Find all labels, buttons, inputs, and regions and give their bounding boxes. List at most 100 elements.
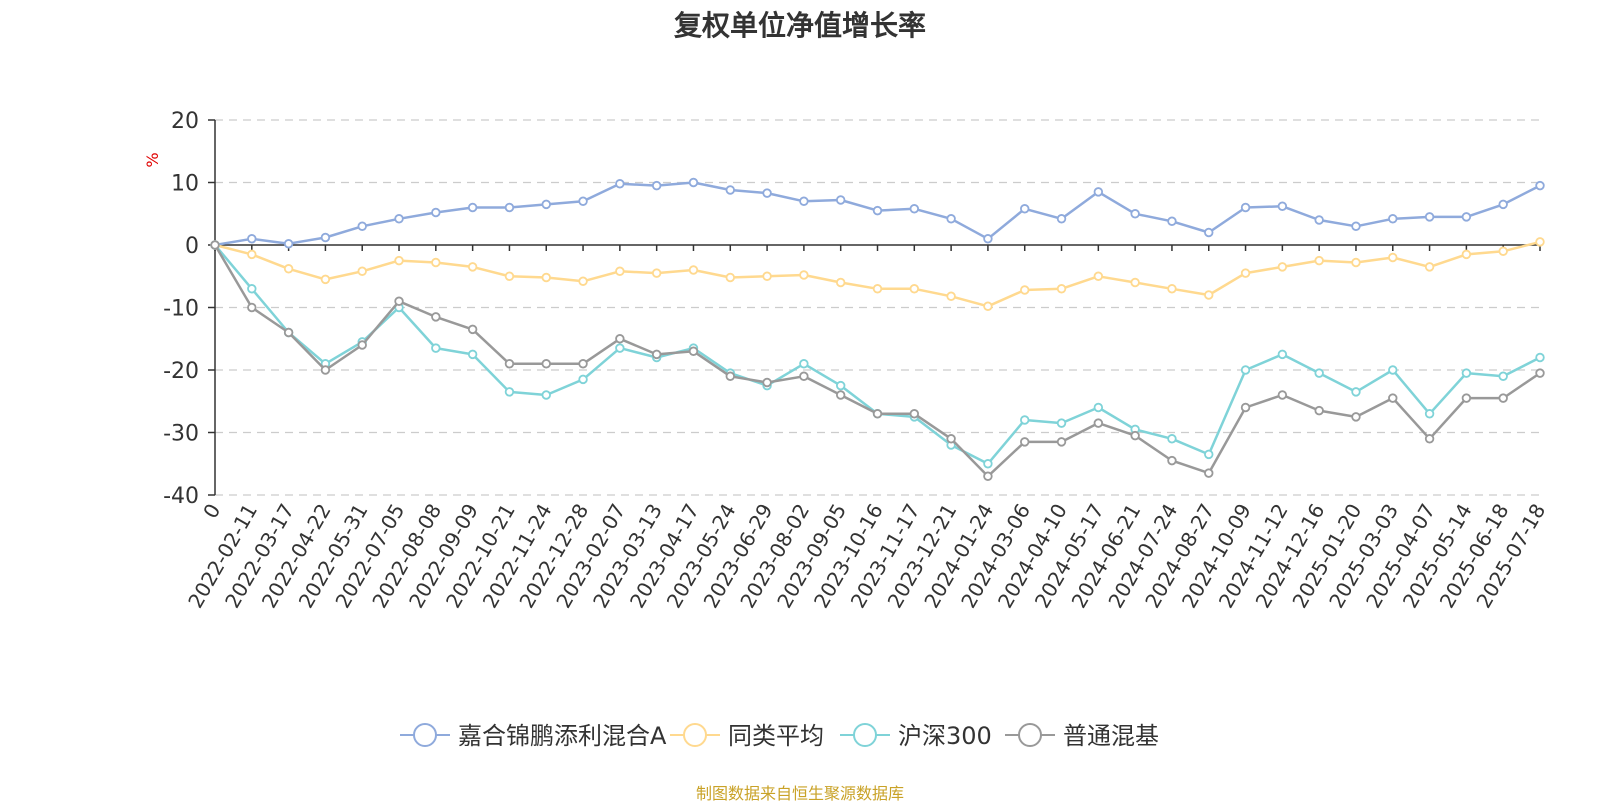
data-point bbox=[688, 346, 699, 356]
data-point bbox=[688, 177, 699, 188]
data-point bbox=[431, 207, 441, 218]
source-note: 制图数据来自恒生聚源数据库 bbox=[695, 784, 904, 803]
data-point bbox=[1498, 371, 1508, 381]
data-point bbox=[835, 277, 846, 288]
data-point bbox=[1240, 402, 1251, 413]
data-point bbox=[762, 271, 772, 281]
data-point bbox=[1535, 237, 1545, 247]
data-point bbox=[1130, 277, 1140, 288]
legend-label: 同类平均 bbox=[728, 722, 824, 750]
data-point bbox=[1461, 249, 1472, 260]
chart-title: 复权单位净值增长率 bbox=[673, 9, 926, 42]
data-point bbox=[615, 343, 625, 353]
legend-marker bbox=[1018, 723, 1042, 747]
data-point bbox=[1204, 449, 1214, 460]
data-point bbox=[1498, 199, 1508, 210]
series-line bbox=[214, 240, 1541, 308]
data-point bbox=[320, 274, 331, 285]
data-point bbox=[431, 257, 441, 268]
data-point bbox=[983, 234, 993, 244]
data-point bbox=[247, 234, 257, 244]
data-point bbox=[1535, 368, 1545, 378]
data-point bbox=[1351, 412, 1361, 422]
data-point bbox=[247, 284, 257, 294]
data-point bbox=[946, 291, 956, 301]
data-point bbox=[1167, 284, 1177, 294]
legend-marker bbox=[413, 723, 437, 747]
data-point bbox=[1056, 284, 1067, 294]
data-point bbox=[283, 239, 294, 249]
data-point bbox=[946, 214, 956, 224]
data-point bbox=[835, 390, 846, 400]
data-point bbox=[651, 349, 662, 360]
data-point bbox=[872, 409, 883, 419]
data-point bbox=[1020, 204, 1030, 214]
y-tick-label: -10 bbox=[163, 297, 199, 322]
data-point bbox=[578, 276, 588, 286]
data-point bbox=[283, 264, 294, 274]
data-point bbox=[651, 180, 662, 191]
data-point bbox=[1130, 209, 1140, 219]
data-point bbox=[1167, 216, 1177, 226]
legend-label: 普通混基 bbox=[1063, 722, 1159, 750]
data-point bbox=[983, 459, 993, 469]
data-point bbox=[1167, 434, 1177, 444]
data-point bbox=[909, 204, 920, 214]
data-point bbox=[1093, 402, 1104, 413]
data-point bbox=[541, 199, 551, 210]
data-point bbox=[872, 284, 883, 294]
data-point bbox=[1535, 180, 1545, 191]
data-point bbox=[357, 266, 367, 276]
data-point bbox=[615, 334, 625, 344]
data-point bbox=[1314, 255, 1324, 266]
legend-item: 同类平均 bbox=[670, 722, 824, 750]
data-point bbox=[762, 188, 772, 198]
data-point bbox=[247, 302, 257, 313]
data-point bbox=[1388, 214, 1398, 224]
data-point bbox=[1351, 221, 1361, 231]
legend-item: 普通混基 bbox=[1005, 722, 1159, 750]
data-point bbox=[1461, 212, 1472, 222]
data-point bbox=[1498, 393, 1508, 403]
data-point bbox=[1351, 387, 1361, 397]
data-point bbox=[615, 179, 625, 189]
data-point bbox=[799, 196, 809, 206]
data-point bbox=[835, 195, 846, 205]
x-tick-label: 0 bbox=[198, 500, 225, 523]
data-point bbox=[431, 343, 441, 353]
data-point bbox=[909, 409, 920, 419]
y-tick-label: 20 bbox=[171, 109, 199, 134]
y-tick-label: -30 bbox=[163, 422, 199, 447]
data-point bbox=[725, 371, 735, 381]
line-chart: 20100-10-20-30-40%02022-02-112022-03-172… bbox=[143, 109, 1550, 750]
data-point bbox=[1314, 215, 1324, 225]
data-point bbox=[1277, 262, 1288, 272]
legend-label: 嘉合锦鹏添利混合A bbox=[458, 722, 667, 750]
data-point bbox=[1093, 418, 1104, 428]
data-point bbox=[1461, 393, 1472, 403]
data-point bbox=[725, 272, 735, 283]
data-point bbox=[394, 296, 404, 306]
data-point bbox=[1240, 268, 1251, 278]
data-point bbox=[1204, 290, 1214, 300]
data-point bbox=[1277, 390, 1288, 400]
data-point bbox=[983, 301, 993, 311]
data-point bbox=[615, 266, 625, 276]
data-point bbox=[1498, 246, 1508, 256]
data-point bbox=[1277, 201, 1288, 211]
data-point bbox=[210, 240, 220, 250]
data-point bbox=[1351, 257, 1361, 268]
y-tick-label: 10 bbox=[171, 172, 199, 197]
data-point bbox=[504, 202, 515, 213]
data-point bbox=[725, 185, 735, 195]
data-point bbox=[541, 359, 551, 369]
data-point bbox=[946, 434, 956, 444]
data-point bbox=[983, 471, 993, 481]
data-point bbox=[1056, 418, 1067, 428]
data-point bbox=[467, 202, 478, 213]
data-point bbox=[1020, 415, 1030, 425]
data-point bbox=[320, 232, 331, 243]
data-point bbox=[1424, 434, 1435, 444]
data-point bbox=[1535, 352, 1545, 363]
